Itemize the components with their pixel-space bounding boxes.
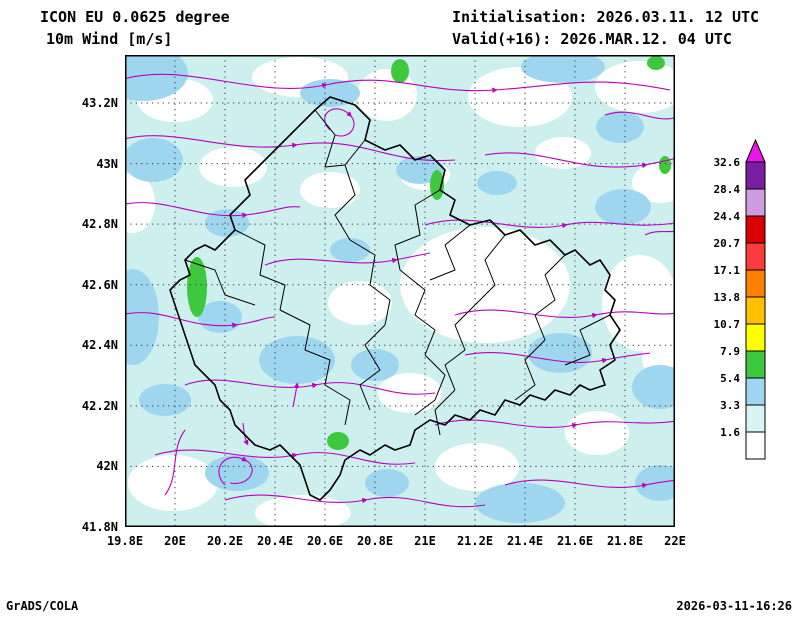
colorbar-level-label: 24.4 [714,210,741,223]
x-axis-tick-label: 19.8E [106,534,144,548]
y-axis-tick-label: 42.2N [81,398,118,413]
valid-time: Valid(+16): 2026.MAR.12. 04 UTC [452,30,732,48]
admin-boundaries [169,96,621,501]
colorbar-arrow [745,138,766,163]
colorbar-segment [745,242,766,271]
colorbar-segment [745,161,766,190]
wind-speed-colorbar: 1.6 3.3 5.4 7.9 10.7 13.8 17.1 20.7 24.4 28.4 32.6 [690,135,775,470]
x-axis-tick-label: 20E [164,534,186,548]
colorbar-segment [745,404,766,433]
map-frame [125,55,675,527]
y-axis-tick-label: 41.8N [81,519,118,534]
x-axis-tick-label: 20.4E [256,534,294,548]
colorbar-level-label: 7.9 [720,345,740,358]
creation-timestamp: 2026-03-11-16:26 [676,599,792,613]
colorbar-segment [745,377,766,406]
x-axis-tick-label: 21.2E [456,534,494,548]
wind-speed-fill [125,55,675,527]
model-title: ICON EU 0.0625 degree [40,8,230,26]
y-axis-tick-label: 42N [96,459,118,474]
y-axis-tick-label: 42.4N [81,338,118,353]
colorbar-segment [745,215,766,244]
x-axis-tick-label: 22E [664,534,686,548]
wind-streamlines [125,73,675,508]
y-axis-tick-label: 42.6N [81,277,118,292]
grads-credit: GrADS/COLA [6,599,79,613]
map-plot [125,55,675,527]
initialisation-time: Initialisation: 2026.03.11. 12 UTC [452,8,760,26]
x-axis-tick-label: 21.4E [506,534,544,548]
field-title: 10m Wind [m/s] [46,30,173,48]
x-axis-tick-label: 21.8E [606,534,644,548]
colorbar-segment [745,269,766,298]
x-axis-tick-label: 20.6E [306,534,344,548]
colorbar-level-label: 17.1 [714,264,741,277]
y-axis-tick-label: 42.8N [81,217,118,232]
x-axis-tick-label: 21.6E [556,534,594,548]
colorbar-segment [745,350,766,379]
colorbar-segment [745,431,766,460]
colorbar-level-label: 32.6 [714,156,741,169]
y-axis-tick-label: 43N [96,156,118,171]
colorbar-level-label: 1.6 [720,426,740,439]
x-axis-tick-label: 21E [414,534,436,548]
colorbar-level-label: 3.3 [720,399,740,412]
colorbar-segment [745,296,766,325]
colorbar-segment [745,188,766,217]
colorbar-level-label: 20.7 [714,237,741,250]
colorbar-segment [745,323,766,352]
colorbar-level-label: 13.8 [714,291,741,304]
colorbar-level-label: 5.4 [720,372,740,385]
colorbar-level-label: 28.4 [714,183,741,196]
x-axis-tick-label: 20.8E [356,534,394,548]
y-axis-tick-label: 43.2N [81,96,118,110]
x-axis-tick-label: 20.2E [206,534,244,548]
colorbar-level-label: 10.7 [714,318,741,331]
